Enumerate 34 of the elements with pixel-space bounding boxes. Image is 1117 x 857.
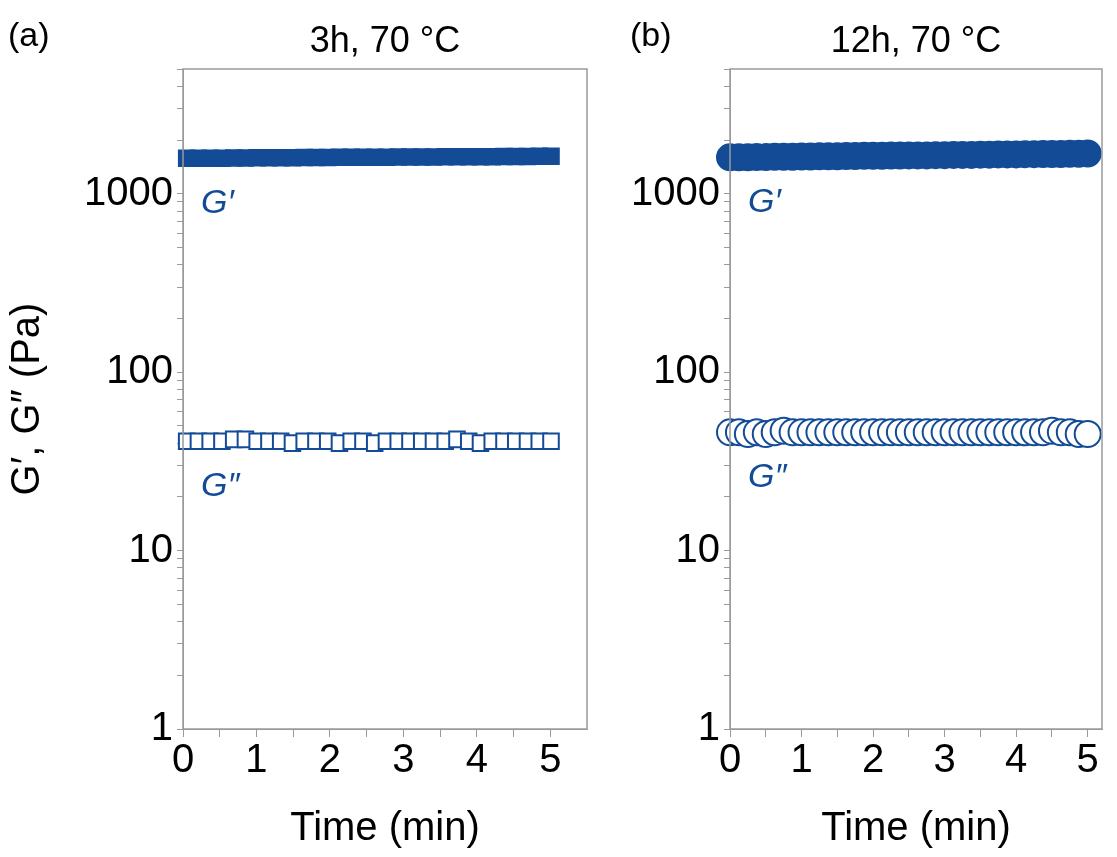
x-tick-label: 2 — [861, 736, 885, 781]
x-tick-label: 5 — [539, 736, 562, 781]
y-tick-label: 100 — [106, 347, 173, 392]
y-tick-label: 1000 — [84, 168, 173, 213]
y-tick-label: 1 — [697, 704, 720, 749]
x-tick-label: 1 — [245, 736, 268, 781]
point — [1073, 420, 1102, 449]
annotation: G′ — [201, 181, 236, 220]
annotation: G″ — [748, 455, 788, 494]
x-tick-label: 4 — [1005, 736, 1028, 781]
x-tick-label: 2 — [318, 736, 342, 781]
y-axis-title: G′, G″ (Pa) — [3, 302, 48, 496]
x-axis-title: Time (min) — [821, 804, 1011, 849]
annotation: G′ — [748, 180, 783, 219]
y-tick-label: 1 — [150, 704, 173, 749]
x-tick-label: 0 — [718, 736, 742, 781]
text: (b) — [630, 15, 672, 53]
point — [542, 432, 560, 451]
annotation: G″ — [201, 464, 241, 503]
chart-title: 3h, 70 °C — [309, 19, 461, 60]
x-tick-label: 5 — [1076, 736, 1099, 781]
y-tick-label: 10 — [128, 525, 173, 570]
y-tick-label: 100 — [653, 347, 720, 392]
x-axis-title: Time (min) — [290, 804, 480, 849]
y-tick-label: 10 — [675, 525, 720, 570]
text: (a) — [8, 15, 50, 53]
chart-title: 12h, 70 °C — [830, 19, 1002, 60]
x-tick-label: 3 — [392, 736, 415, 781]
x-tick-label: 4 — [465, 736, 488, 781]
x-tick-label: 3 — [933, 736, 956, 781]
point — [542, 147, 560, 166]
x-tick-label: 0 — [171, 736, 195, 781]
y-tick-label: 1000 — [631, 168, 720, 213]
x-tick-label: 1 — [790, 736, 813, 781]
